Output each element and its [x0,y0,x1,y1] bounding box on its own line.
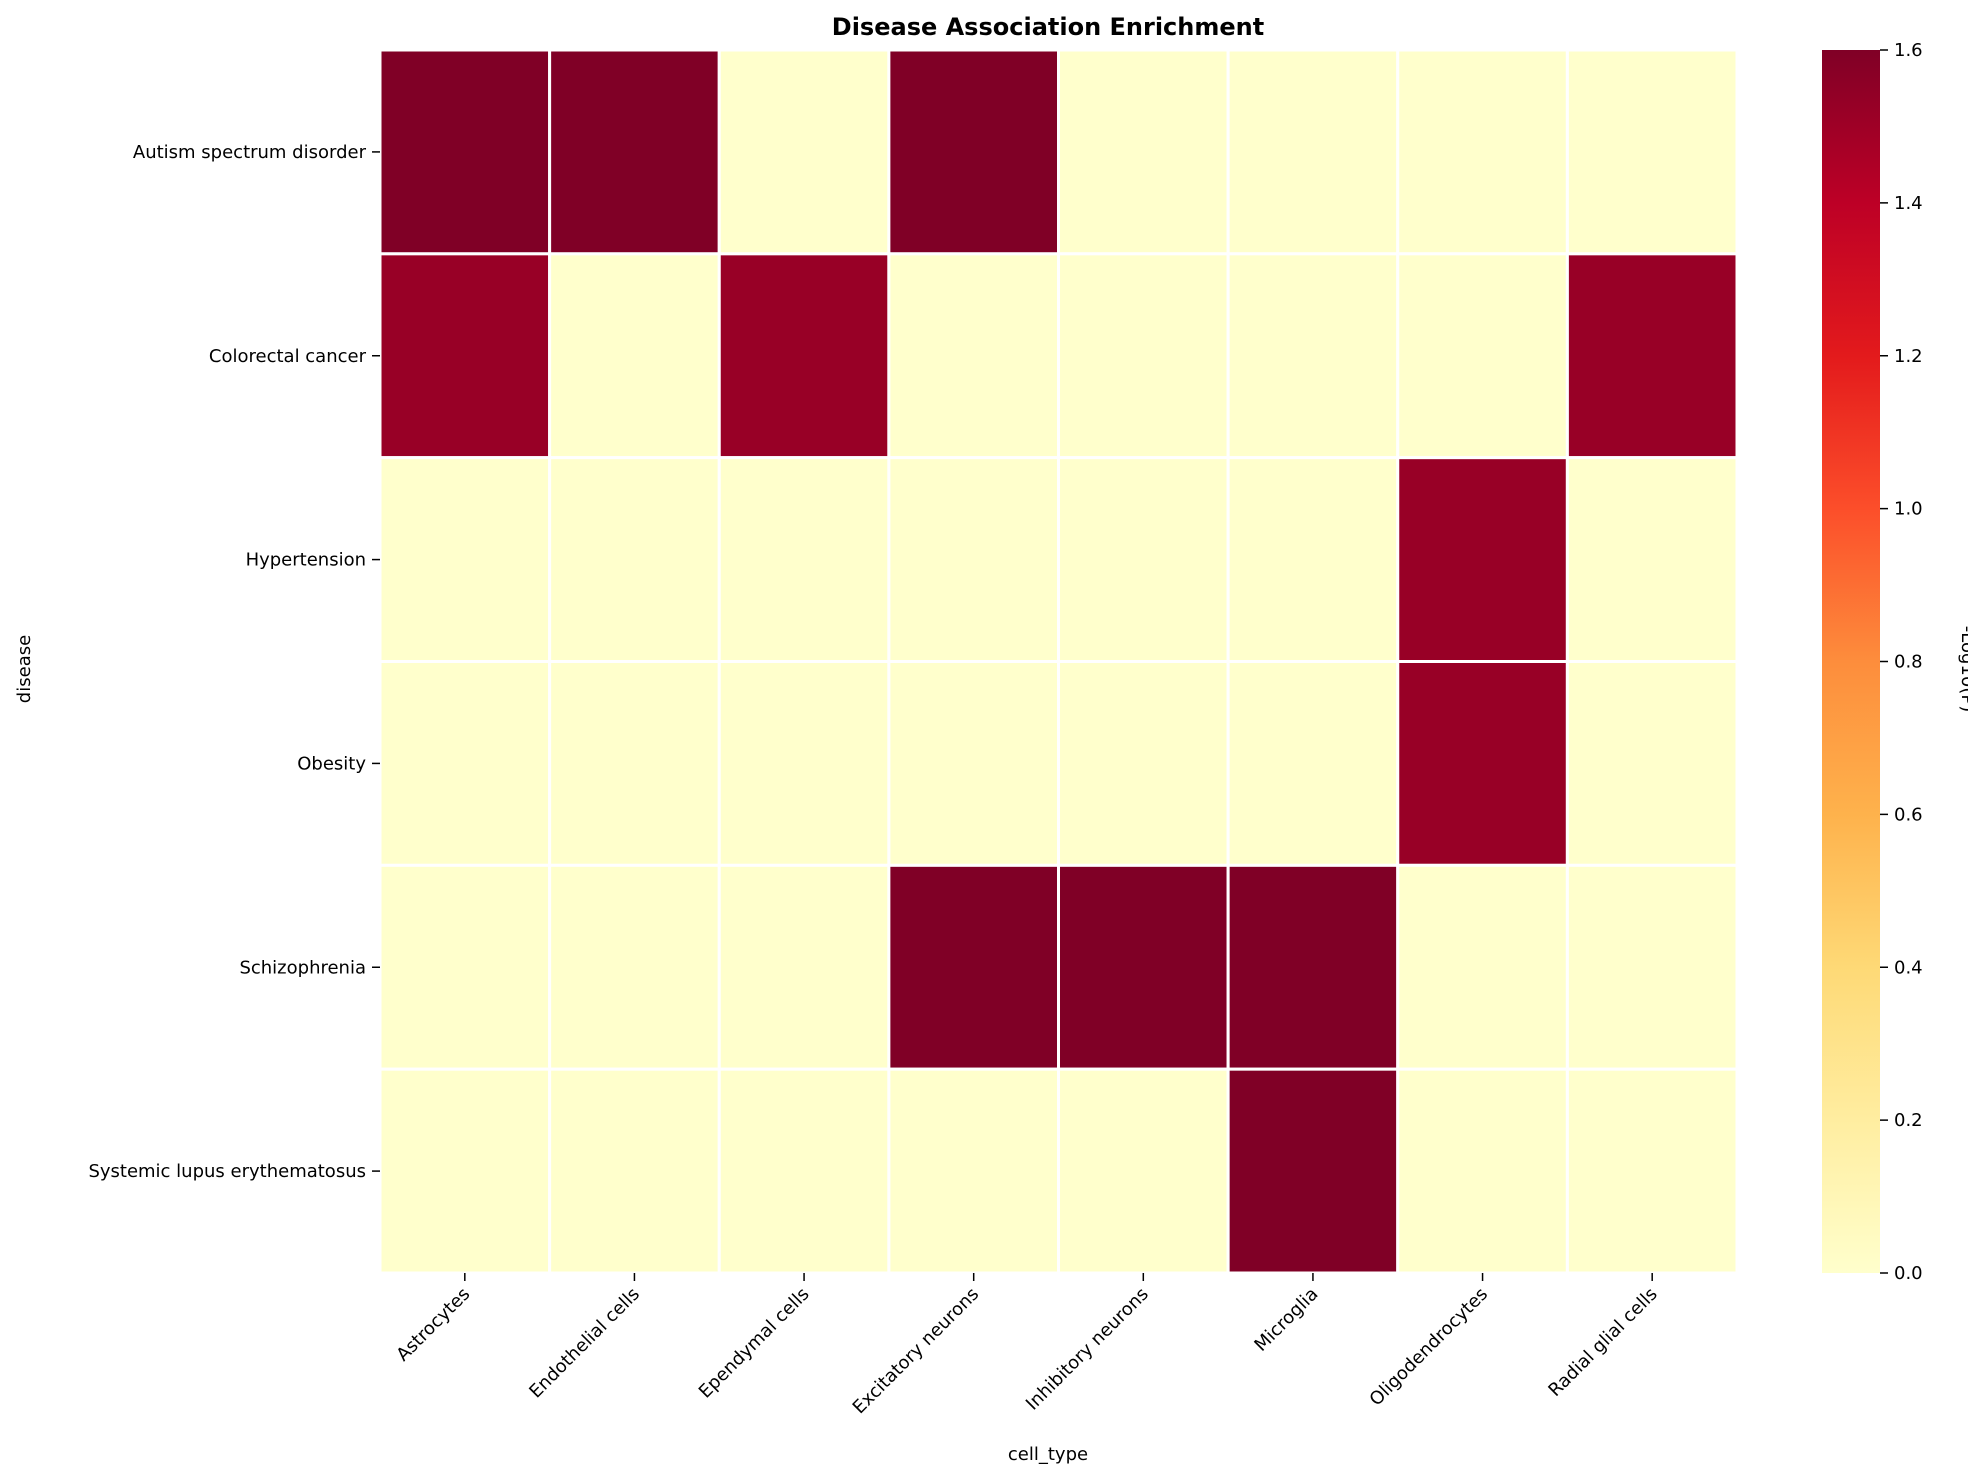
heatmap-cell [1057,660,1230,867]
heatmap-cell [548,456,721,663]
heatmap-cell [1396,863,1569,1071]
heatmap-cell [717,456,891,663]
heatmap-cell [548,660,721,867]
x-tick-label: Ependymal cells [695,1284,814,1403]
heatmap-cell [548,252,721,460]
heatmap-cell [1565,48,1739,256]
heatmap-cells [378,48,1739,1275]
y-tick-label: Schizophrenia [239,957,366,978]
heatmap-cell [1396,456,1569,663]
x-axis-ticks: Astrocytes Endothelial cells Ependymal cel… [392,1273,1662,1419]
heatmap-cell [1226,252,1400,460]
colorbar-tick-label: 1.6 [1894,40,1923,61]
heatmap-cell [1226,456,1400,663]
heatmap-cell [378,252,552,460]
heatmap-cell [887,863,1060,1071]
colorbar-label: -Log10(P) [1957,626,1968,712]
heatmap-cell [1565,456,1739,663]
colorbar-tick-label: 1.2 [1894,346,1923,367]
heatmap-cell [1226,863,1400,1071]
heatmap-cell [548,863,721,1071]
x-tick-label: Excitatory neurons [849,1284,984,1419]
x-tick-label: Oligodendrocytes [1366,1284,1493,1411]
x-tick-label: Microglia [1250,1284,1322,1356]
heatmap-cell [1057,48,1230,256]
y-tick-label: Hypertension [246,550,366,571]
heatmap-cell [1057,1067,1230,1275]
colorbar-tick-label: 1.4 [1894,193,1923,214]
heatmap-cell [887,456,1060,663]
heatmap-cell [1396,1067,1569,1275]
heatmap-cell [1057,863,1230,1071]
heatmap-cell [378,48,552,256]
heatmap-cell [1565,660,1739,867]
heatmap-cell [1396,48,1569,256]
chart-title: Disease Association Enrichment [832,13,1264,41]
heatmap-cell [717,252,891,460]
heatmap-cell [717,1067,891,1275]
heatmap-cell [1396,660,1569,867]
colorbar-tick-label: 0.8 [1894,652,1923,673]
x-tick-label: Inhibitory neurons [1022,1284,1153,1415]
heatmap-cell [717,48,891,256]
heatmap-cell [1226,660,1400,867]
y-axis-ticks: Autism spectrum disorder Colorectal cance… [88,142,380,1182]
y-tick-label: Obesity [297,753,366,774]
colorbar-tick-label: 0.6 [1894,804,1923,825]
colorbar-tick-label: 0.4 [1894,957,1923,978]
heatmap-cell [378,1067,552,1275]
y-tick-label: Autism spectrum disorder [133,142,367,163]
colorbar-gradient [1822,50,1880,1273]
heatmap-cell [887,1067,1060,1275]
heatmap-cell [1396,252,1569,460]
x-tick-label: Radial glial cells [1544,1284,1661,1401]
x-axis-label: cell_type [1008,1444,1088,1465]
heatmap-cell [1226,48,1400,256]
colorbar-tick-label: 1.0 [1894,499,1923,520]
heatmap-cell [1565,252,1739,460]
heatmap-cell [1565,1067,1739,1275]
heatmap-cell [887,660,1060,867]
x-tick-label: Astrocytes [392,1284,474,1366]
heatmap-cell [378,660,552,867]
heatmap-cell [887,252,1060,460]
y-tick-label: Colorectal cancer [209,346,367,367]
heatmap-cell [887,48,1060,256]
colorbar: 0.0 0.2 0.4 0.6 0.8 1.0 1.2 1.4 1.6 [1822,40,1923,1284]
heatmap-cell [378,456,552,663]
x-tick-label: Endothelial cells [525,1284,644,1403]
y-axis-label: disease [14,635,35,703]
heatmap-cell [1226,1067,1400,1275]
heatmap-cell [548,48,721,256]
y-tick-label: Systemic lupus erythematosus [88,1161,366,1182]
heatmap-cell [1057,456,1230,663]
heatmap-cell [378,863,552,1071]
colorbar-tick-label: 0.2 [1894,1110,1923,1131]
heatmap-cell [717,863,891,1071]
colorbar-tick-label: 0.0 [1894,1263,1923,1284]
heatmap-cell [548,1067,721,1275]
heatmap-cell [1057,252,1230,460]
heatmap-cell [717,660,891,867]
heatmap-cell [1565,863,1739,1071]
